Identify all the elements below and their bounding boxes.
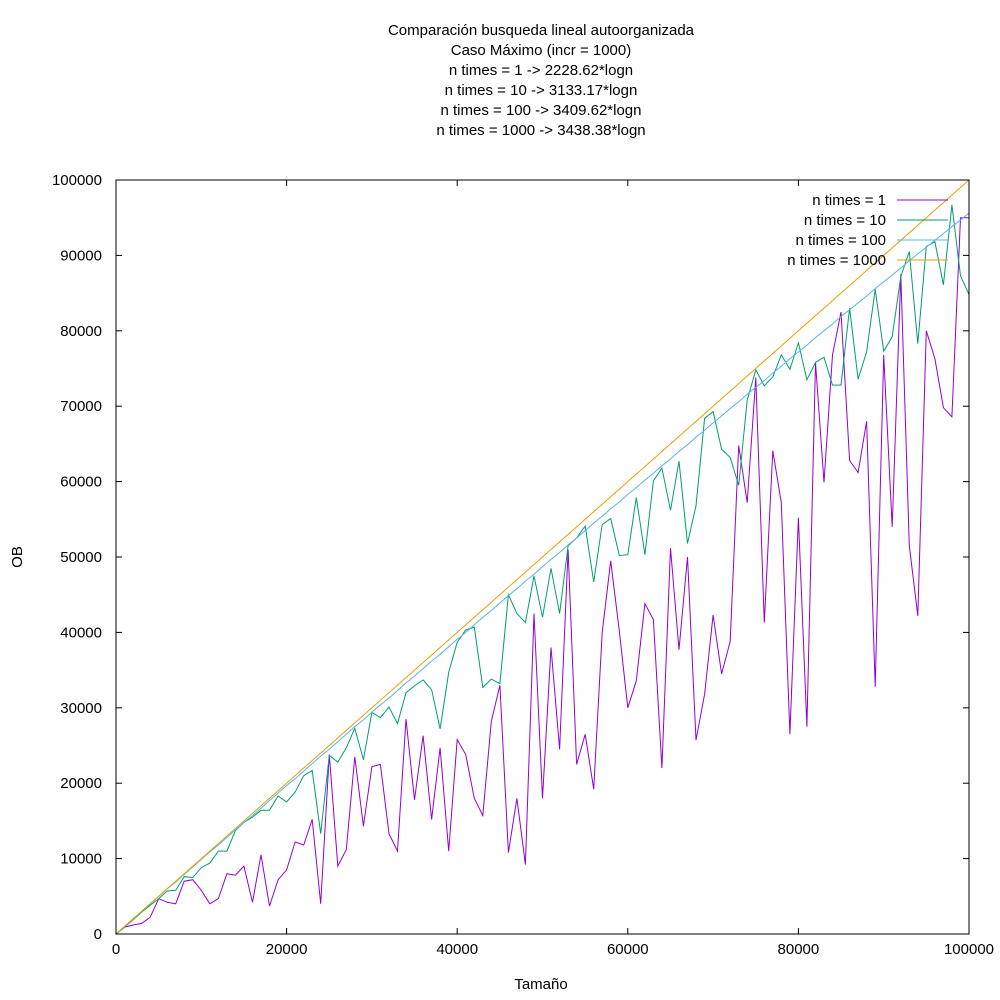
series-line-1 bbox=[115, 217, 969, 935]
y-tick-label: 30000 bbox=[60, 700, 102, 717]
x-tick-label: 80000 bbox=[778, 941, 820, 958]
title-line-2: Caso Máximo (incr = 1000) bbox=[451, 42, 631, 59]
title-line-5: n times = 100 -> 3409.62*logn bbox=[441, 102, 642, 119]
title-line-4: n times = 10 -> 3133.17*logn bbox=[445, 82, 638, 99]
y-tick-label: 50000 bbox=[60, 549, 102, 566]
x-tick-label: 100000 bbox=[944, 941, 994, 958]
x-tick-label: 20000 bbox=[266, 941, 308, 958]
series-line-2 bbox=[115, 204, 970, 935]
y-tick-label: 40000 bbox=[60, 624, 102, 641]
legend-label-1: n times = 1 bbox=[812, 192, 886, 209]
y-tick-label: 0 bbox=[94, 926, 102, 943]
x-axis-label: Tamaño bbox=[514, 976, 567, 993]
legend-label-2: n times = 10 bbox=[804, 212, 886, 229]
y-tick-label: 80000 bbox=[60, 323, 102, 340]
legend: n times = 1 n times = 10 n times = 100 n ti… bbox=[787, 192, 948, 269]
chart-title: Comparación busqueda lineal autoorganiza… bbox=[388, 22, 695, 139]
x-tick-label: 0 bbox=[112, 941, 120, 958]
title-line-3: n times = 1 -> 2228.62*logn bbox=[449, 62, 633, 79]
y-tick-label: 70000 bbox=[60, 398, 102, 415]
y-tick-label: 100000 bbox=[52, 172, 102, 189]
legend-label-3: n times = 100 bbox=[796, 232, 886, 249]
series-line-3 bbox=[115, 212, 970, 935]
title-line-6: n times = 1000 -> 3438.38*logn bbox=[436, 122, 645, 139]
y-tick-label: 10000 bbox=[60, 851, 102, 868]
axis-ticks: 0 20000 40000 60000 80000 100000 0 10000 20000 30… bbox=[52, 172, 994, 958]
plot-series bbox=[115, 179, 970, 935]
y-tick-label: 90000 bbox=[60, 247, 102, 264]
y-axis-label: OB bbox=[9, 546, 26, 568]
series-line-4 bbox=[115, 179, 970, 935]
x-tick-label: 40000 bbox=[436, 941, 478, 958]
x-tick-label: 60000 bbox=[607, 941, 649, 958]
y-tick-label: 60000 bbox=[60, 474, 102, 491]
title-line-1: Comparación busqueda lineal autoorganiza… bbox=[388, 22, 695, 39]
y-tick-label: 20000 bbox=[60, 775, 102, 792]
legend-label-4: n times = 1000 bbox=[787, 252, 886, 269]
